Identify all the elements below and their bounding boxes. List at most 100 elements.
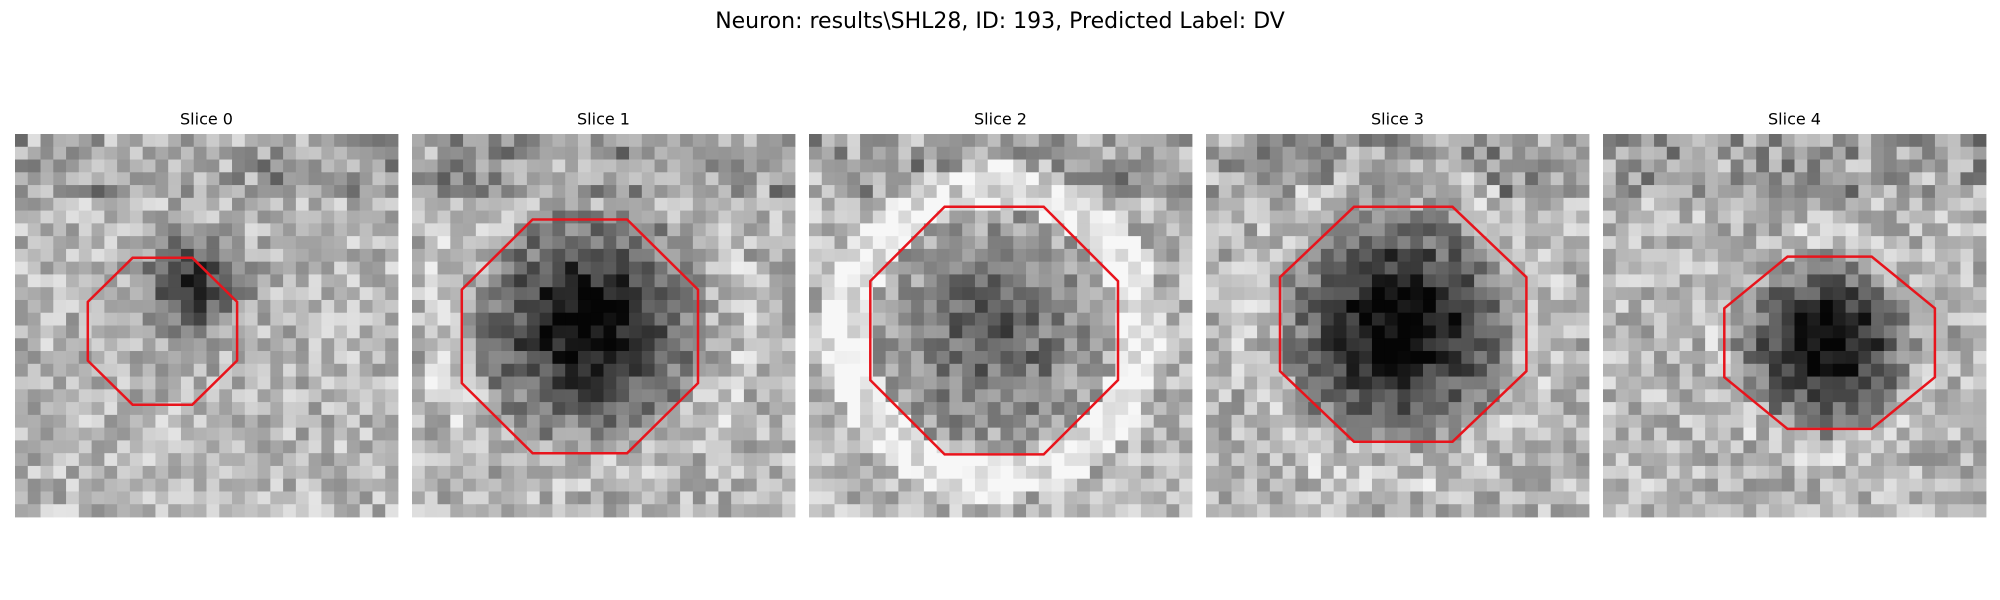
pixel (1410, 414, 1424, 429)
pixel (270, 325, 284, 339)
pixel (1654, 197, 1668, 211)
pixel (1499, 440, 1513, 454)
pixel (936, 414, 950, 429)
pixel (1973, 325, 1987, 339)
pixel (1257, 248, 1271, 263)
pixel (180, 210, 195, 224)
pixel (180, 287, 195, 301)
pixel (142, 261, 156, 275)
pixel (1474, 261, 1488, 275)
pixel (1743, 236, 1757, 250)
pixel (590, 453, 604, 467)
pixel (1973, 223, 1987, 237)
pixel (641, 440, 655, 454)
pixel (1486, 491, 1501, 505)
pixel (898, 172, 912, 186)
pixel (1603, 338, 1617, 352)
pixel (1410, 197, 1424, 211)
pixel (412, 299, 426, 314)
pixel (1641, 185, 1655, 199)
pixel (936, 325, 950, 339)
pixel (501, 197, 515, 211)
pixel (1934, 414, 1949, 429)
pixel (692, 312, 707, 326)
pixel (155, 299, 169, 314)
pixel (1231, 491, 1245, 505)
pixel (1537, 274, 1552, 288)
pixel (155, 248, 169, 263)
pixel (1820, 478, 1834, 492)
pixel (488, 261, 502, 275)
pixel (667, 414, 681, 429)
pixel (66, 312, 80, 326)
pixel (923, 491, 938, 505)
pixel (539, 478, 553, 492)
pixel (206, 427, 220, 441)
pixel (1666, 185, 1680, 199)
pixel (1960, 376, 1974, 390)
pixel (1499, 248, 1513, 263)
pixel (1641, 427, 1655, 441)
pixel (15, 159, 29, 173)
pixel (66, 325, 80, 339)
panel-title: Slice 2 (974, 110, 1027, 129)
pixel (180, 312, 195, 326)
pixel (514, 312, 528, 326)
pixel (1909, 223, 1923, 237)
pixel (1346, 363, 1360, 377)
pixel (359, 491, 373, 505)
pixel (104, 210, 118, 224)
pixel (1000, 248, 1014, 263)
pixel (155, 159, 169, 173)
pixel (1384, 351, 1398, 365)
pixel (667, 287, 681, 301)
pixel (463, 402, 477, 416)
pixel (680, 338, 694, 352)
pixel (1883, 325, 1898, 339)
pixel (321, 338, 335, 352)
pixel (385, 172, 399, 186)
pixel (1448, 236, 1462, 250)
pixel (552, 159, 566, 173)
pixel (1525, 402, 1539, 416)
pixel (847, 146, 861, 160)
pixel (1730, 287, 1744, 301)
pixel (1756, 261, 1770, 275)
pixel (1064, 223, 1078, 237)
pixel (974, 197, 989, 211)
pixel (1461, 376, 1475, 390)
pixel (27, 185, 41, 199)
pixel (1166, 299, 1180, 314)
pixel (1166, 414, 1180, 429)
pixel (1654, 402, 1668, 416)
pixel (667, 210, 681, 224)
pixel (821, 172, 835, 186)
pixel (1179, 478, 1193, 492)
pixel (1486, 440, 1501, 454)
pixel (1102, 248, 1116, 263)
pixel (1102, 134, 1116, 148)
pixel (1179, 159, 1193, 173)
pixel (1295, 159, 1309, 173)
pixel (257, 197, 271, 211)
pixel (1743, 172, 1757, 186)
pixel (206, 146, 220, 160)
pixel (809, 376, 823, 390)
pixel (244, 146, 258, 160)
pixel (270, 427, 284, 441)
pixel (705, 376, 719, 390)
pixel (1807, 440, 1821, 454)
pixel (283, 274, 297, 288)
pixel (936, 274, 950, 288)
pixel (590, 299, 604, 314)
pixel (1730, 453, 1744, 467)
pixel (1257, 376, 1271, 390)
pixel (257, 338, 271, 352)
pixel (1705, 159, 1719, 173)
pixel (372, 312, 386, 326)
pixel (244, 261, 258, 275)
pixel (463, 440, 477, 454)
pixel (1563, 236, 1577, 250)
pixel (1641, 172, 1655, 186)
